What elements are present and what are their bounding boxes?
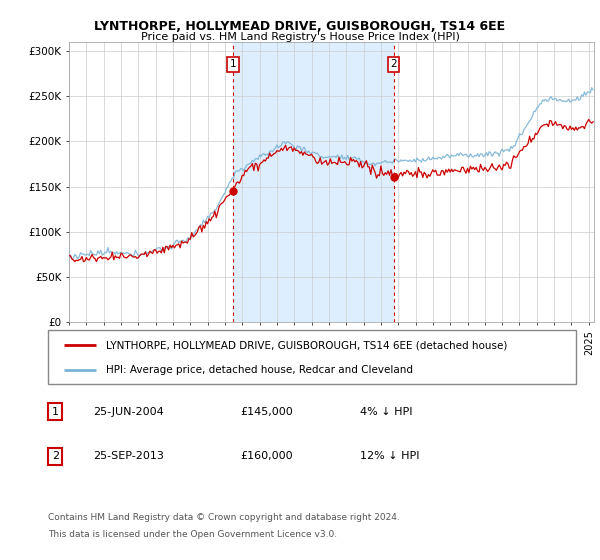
Text: 25-JUN-2004: 25-JUN-2004	[93, 407, 164, 417]
Text: LYNTHORPE, HOLLYMEAD DRIVE, GUISBOROUGH, TS14 6EE: LYNTHORPE, HOLLYMEAD DRIVE, GUISBOROUGH,…	[94, 20, 506, 32]
Text: This data is licensed under the Open Government Licence v3.0.: This data is licensed under the Open Gov…	[48, 530, 337, 539]
Bar	[233, 42, 394, 322]
Text: 4% ↓ HPI: 4% ↓ HPI	[360, 407, 413, 417]
Text: 12% ↓ HPI: 12% ↓ HPI	[360, 451, 419, 461]
Text: 25-SEP-2013: 25-SEP-2013	[93, 451, 164, 461]
FancyBboxPatch shape	[48, 330, 576, 384]
Text: 2: 2	[390, 59, 397, 69]
Text: £145,000: £145,000	[240, 407, 293, 417]
Text: Price paid vs. HM Land Registry's House Price Index (HPI): Price paid vs. HM Land Registry's House …	[140, 32, 460, 43]
Text: HPI: Average price, detached house, Redcar and Cleveland: HPI: Average price, detached house, Redc…	[106, 365, 413, 375]
Text: Contains HM Land Registry data © Crown copyright and database right 2024.: Contains HM Land Registry data © Crown c…	[48, 514, 400, 522]
Text: £160,000: £160,000	[240, 451, 293, 461]
Text: 2: 2	[52, 451, 59, 461]
Text: 1: 1	[52, 407, 59, 417]
Text: 1: 1	[230, 59, 236, 69]
Text: LYNTHORPE, HOLLYMEAD DRIVE, GUISBOROUGH, TS14 6EE (detached house): LYNTHORPE, HOLLYMEAD DRIVE, GUISBOROUGH,…	[106, 340, 508, 351]
